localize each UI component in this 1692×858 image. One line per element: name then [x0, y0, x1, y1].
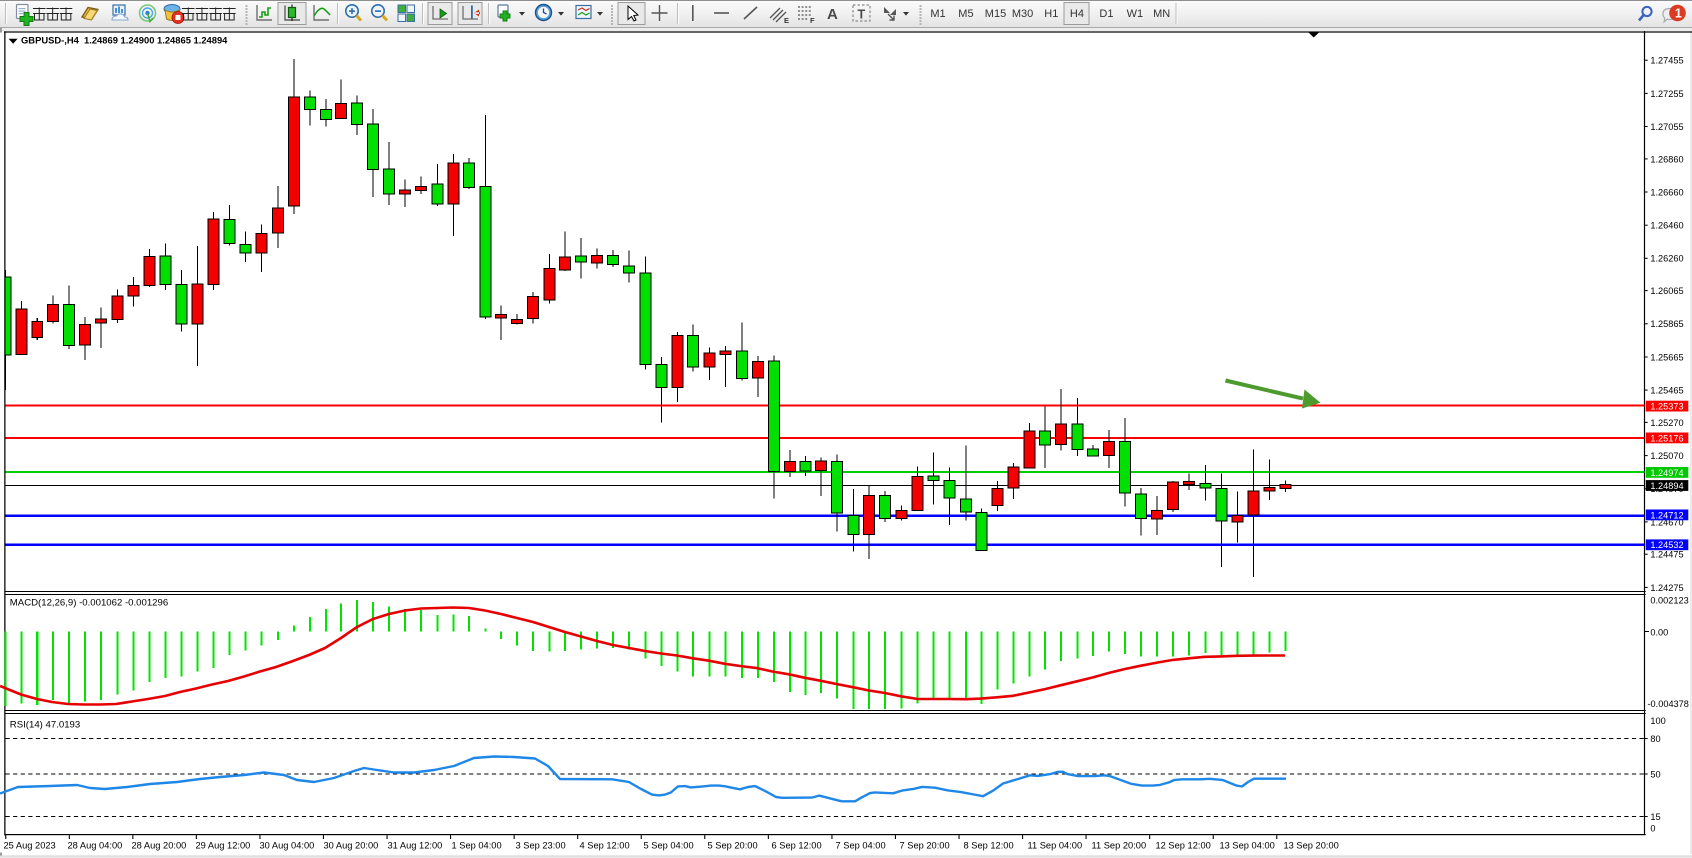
svg-text:A: A [827, 6, 838, 23]
svg-text:1.25865: 1.25865 [1650, 319, 1683, 329]
svg-text:5 Sep 04:00: 5 Sep 04:00 [644, 841, 694, 851]
svg-text:7 Sep 04:00: 7 Sep 04:00 [836, 841, 886, 851]
svg-text:1.26860: 1.26860 [1650, 154, 1683, 164]
svg-text:T: T [858, 8, 866, 22]
svg-text:1.27055: 1.27055 [1650, 122, 1683, 132]
svg-text:1.24670: 1.24670 [1650, 517, 1683, 527]
svg-text:MN: MN [1153, 8, 1170, 20]
svg-text:W1: W1 [1127, 8, 1144, 20]
svg-text:0.002123: 0.002123 [1650, 596, 1688, 606]
svg-text:0.00: 0.00 [1650, 627, 1668, 637]
svg-text:100: 100 [1650, 716, 1665, 726]
svg-text:D1: D1 [1099, 8, 1113, 20]
svg-text:8 Sep 12:00: 8 Sep 12:00 [964, 841, 1014, 851]
svg-text:1.24894: 1.24894 [1650, 481, 1683, 491]
svg-text:29 Aug 12:00: 29 Aug 12:00 [196, 841, 251, 851]
svg-text:H1: H1 [1044, 8, 1058, 20]
svg-text:GBPUSD-,H4 1.24869 1.24900 1.: GBPUSD-,H4 1.24869 1.24900 1.24865 1.248… [21, 35, 228, 46]
svg-text:7 Sep 20:00: 7 Sep 20:00 [900, 841, 950, 851]
svg-text:31 Aug 12:00: 31 Aug 12:00 [388, 841, 443, 851]
svg-text:25 Aug 2023: 25 Aug 2023 [4, 841, 56, 851]
svg-text:1.26460: 1.26460 [1650, 221, 1683, 231]
svg-text:RSI(14) 47.0193: RSI(14) 47.0193 [10, 720, 80, 731]
svg-text:11 Sep 20:00: 11 Sep 20:00 [1092, 841, 1147, 851]
svg-text:1.24974: 1.24974 [1650, 468, 1683, 478]
svg-text:1.24532: 1.24532 [1650, 540, 1683, 550]
svg-text:1 Sep 04:00: 1 Sep 04:00 [452, 841, 502, 851]
svg-text:1.25665: 1.25665 [1650, 352, 1683, 362]
svg-text:F: F [810, 16, 815, 25]
svg-text:1.24275: 1.24275 [1650, 583, 1683, 593]
svg-text:1.25270: 1.25270 [1650, 418, 1683, 428]
svg-text:1.24475: 1.24475 [1650, 550, 1683, 560]
svg-text:M5: M5 [958, 8, 973, 20]
svg-text:M1: M1 [930, 8, 945, 20]
svg-text:E: E [784, 16, 789, 25]
svg-text:1: 1 [1675, 6, 1682, 20]
svg-text:5 Sep 20:00: 5 Sep 20:00 [708, 841, 758, 851]
svg-text:13 Sep 04:00: 13 Sep 04:00 [1220, 841, 1275, 851]
svg-text:1.25176: 1.25176 [1650, 433, 1683, 443]
svg-text:28 Aug 04:00: 28 Aug 04:00 [68, 841, 123, 851]
svg-text:3 Sep 23:00: 3 Sep 23:00 [516, 841, 566, 851]
svg-text:0: 0 [1650, 823, 1655, 833]
svg-text:1.27455: 1.27455 [1650, 56, 1683, 66]
svg-text:30 Aug 20:00: 30 Aug 20:00 [324, 841, 379, 851]
svg-text:6 Sep 12:00: 6 Sep 12:00 [772, 841, 822, 851]
svg-text:1.25465: 1.25465 [1650, 386, 1683, 396]
svg-text:4 Sep 12:00: 4 Sep 12:00 [580, 841, 630, 851]
svg-text:30 Aug 04:00: 30 Aug 04:00 [260, 841, 315, 851]
svg-text:12 Sep 12:00: 12 Sep 12:00 [1156, 841, 1211, 851]
svg-text:13 Sep 20:00: 13 Sep 20:00 [1284, 841, 1339, 851]
svg-text:1.25070: 1.25070 [1650, 451, 1683, 461]
svg-text:MACD(12,26,9) -0.001062 -0.001: MACD(12,26,9) -0.001062 -0.001296 [10, 598, 168, 609]
svg-text:15: 15 [1650, 812, 1660, 822]
svg-text:1.26065: 1.26065 [1650, 286, 1683, 296]
svg-text:1.26660: 1.26660 [1650, 187, 1683, 197]
svg-text:M30: M30 [1012, 8, 1033, 20]
svg-text:1.26260: 1.26260 [1650, 254, 1683, 264]
svg-text:H4: H4 [1070, 8, 1084, 20]
svg-text:1.25373: 1.25373 [1650, 402, 1683, 412]
svg-text:80: 80 [1650, 734, 1660, 744]
svg-text:11 Sep 04:00: 11 Sep 04:00 [1028, 841, 1083, 851]
svg-text:1.24712: 1.24712 [1650, 510, 1683, 520]
svg-text:28 Aug 20:00: 28 Aug 20:00 [132, 841, 187, 851]
svg-text:1.27255: 1.27255 [1650, 89, 1683, 99]
svg-text:-0.004378: -0.004378 [1648, 699, 1689, 709]
svg-text:M15: M15 [985, 8, 1006, 20]
svg-text:50: 50 [1650, 769, 1660, 779]
